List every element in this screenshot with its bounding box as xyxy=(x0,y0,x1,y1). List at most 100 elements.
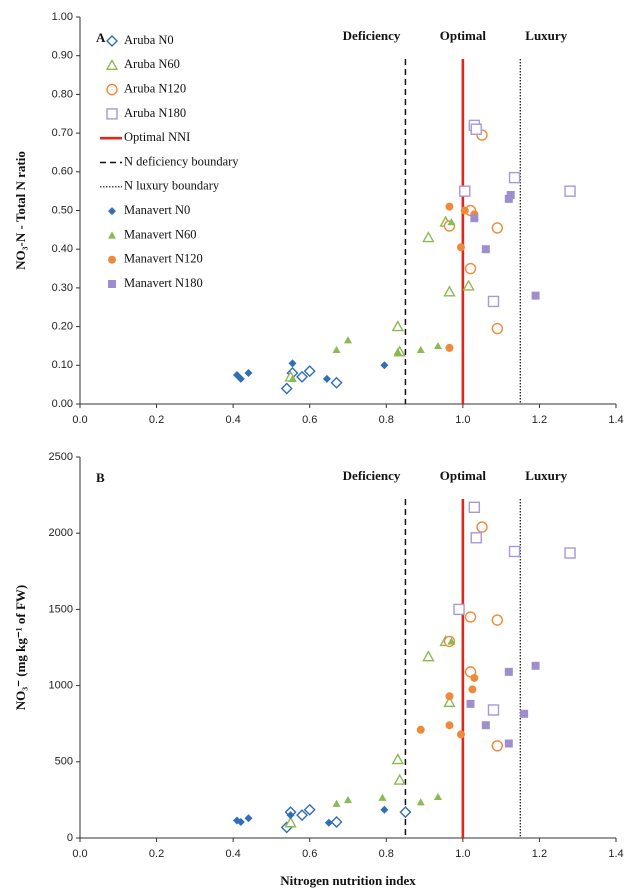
y-tick-label: 0.50 xyxy=(52,204,73,216)
data-point xyxy=(459,185,471,197)
x-tick-label: 0.8 xyxy=(379,414,394,426)
y-tick-label: 0.70 xyxy=(52,127,73,139)
x-tick-label: 0.4 xyxy=(225,414,240,426)
data-point xyxy=(296,370,309,383)
data-point xyxy=(468,685,477,694)
data-point xyxy=(468,501,481,513)
data-point xyxy=(344,336,352,344)
x-tick-label: 0.6 xyxy=(302,414,317,426)
data-point xyxy=(476,521,488,533)
x-tick-label: 0.0 xyxy=(72,848,87,860)
data-point xyxy=(416,798,425,806)
legend-marker xyxy=(106,83,118,96)
data-point xyxy=(491,222,504,234)
data-point xyxy=(491,322,504,335)
data-point xyxy=(332,345,341,354)
x-tick-label: 0.0 xyxy=(72,414,87,426)
data-point xyxy=(391,320,404,332)
data-point xyxy=(481,721,490,730)
zone-label: Optimal xyxy=(440,468,487,483)
x-tick-label: 0.8 xyxy=(379,848,394,860)
x-tick-label: 1.0 xyxy=(455,848,470,860)
data-point xyxy=(433,792,442,801)
data-point xyxy=(504,739,513,748)
data-point xyxy=(416,725,425,734)
x-tick-label: 0.4 xyxy=(225,848,240,860)
data-point xyxy=(564,185,576,197)
data-point xyxy=(393,347,402,355)
data-point xyxy=(466,699,475,708)
legend-label: Aruba N0 xyxy=(124,33,174,47)
data-point xyxy=(443,285,456,297)
x-tick-label: 0.6 xyxy=(302,848,317,860)
data-point xyxy=(447,637,456,645)
data-point xyxy=(470,673,479,682)
y-tick-label: 0.30 xyxy=(52,282,73,294)
data-point xyxy=(344,795,352,804)
data-point xyxy=(393,773,406,785)
data-point xyxy=(456,730,465,739)
y-tick-label: 2000 xyxy=(49,527,73,539)
x-tick-label: 1.2 xyxy=(532,848,547,860)
data-point xyxy=(445,202,454,211)
data-point xyxy=(531,661,540,670)
y-tick-label: 1000 xyxy=(49,680,73,692)
legend-marker xyxy=(106,35,118,47)
data-point xyxy=(422,231,435,243)
data-point xyxy=(236,817,245,826)
data-point xyxy=(491,740,504,752)
y-tick-label: 0.10 xyxy=(52,359,73,371)
x-tick-label: 1.4 xyxy=(608,414,623,426)
data-point xyxy=(481,245,490,254)
data-point xyxy=(330,376,343,389)
data-point xyxy=(303,803,316,816)
data-point xyxy=(422,650,435,662)
data-point xyxy=(491,614,504,626)
y-axis-title: NO₃⁻ (mg kg⁻¹ of FW) xyxy=(13,585,28,711)
legend-label: Aruba N180 xyxy=(124,106,186,120)
x-tick-label: 1.0 xyxy=(455,414,470,426)
data-point xyxy=(464,611,477,623)
y-tick-label: 0.90 xyxy=(52,50,73,62)
y-tick-label: 1500 xyxy=(49,603,73,615)
legend-label: Manavert N60 xyxy=(124,227,197,241)
data-point xyxy=(445,692,454,701)
x-axis-title: Nitrogen nutrition index xyxy=(280,873,416,888)
y-tick-label: 500 xyxy=(55,756,73,768)
panel-label: A xyxy=(96,30,106,45)
x-tick-label: 0.2 xyxy=(149,414,164,426)
data-point xyxy=(286,811,295,820)
legend-label: N luxury boundary xyxy=(124,179,220,193)
data-point xyxy=(564,547,576,559)
legend-label: Manavert N0 xyxy=(124,203,190,217)
data-point xyxy=(447,218,456,226)
data-point xyxy=(453,603,465,616)
data-point xyxy=(284,816,297,828)
legend-label: Manavert N120 xyxy=(124,252,203,266)
zone-label: Luxury xyxy=(525,28,567,43)
y-tick-label: 0 xyxy=(67,832,73,844)
data-point xyxy=(380,361,389,370)
legend-marker xyxy=(108,280,116,288)
data-point xyxy=(508,545,521,558)
x-tick-label: 1.2 xyxy=(532,414,547,426)
zone-label: Luxury xyxy=(525,468,567,483)
data-point xyxy=(380,805,389,814)
data-point xyxy=(324,818,333,827)
legend-marker xyxy=(108,255,116,264)
x-tick-label: 0.2 xyxy=(149,848,164,860)
legend-label: Aruba N60 xyxy=(124,57,180,71)
legend-marker xyxy=(105,58,119,71)
legend-label: Aruba N120 xyxy=(124,81,186,95)
data-point xyxy=(378,793,387,801)
zone-label: Deficiency xyxy=(343,468,401,483)
data-point xyxy=(445,721,454,730)
legend-marker xyxy=(108,207,116,216)
y-tick-label: 1.00 xyxy=(52,11,73,23)
data-point xyxy=(445,343,454,352)
zone-label: Deficiency xyxy=(343,28,401,43)
data-point xyxy=(332,799,341,807)
data-point xyxy=(443,695,456,708)
legend-marker xyxy=(108,231,116,239)
data-point xyxy=(487,704,500,716)
